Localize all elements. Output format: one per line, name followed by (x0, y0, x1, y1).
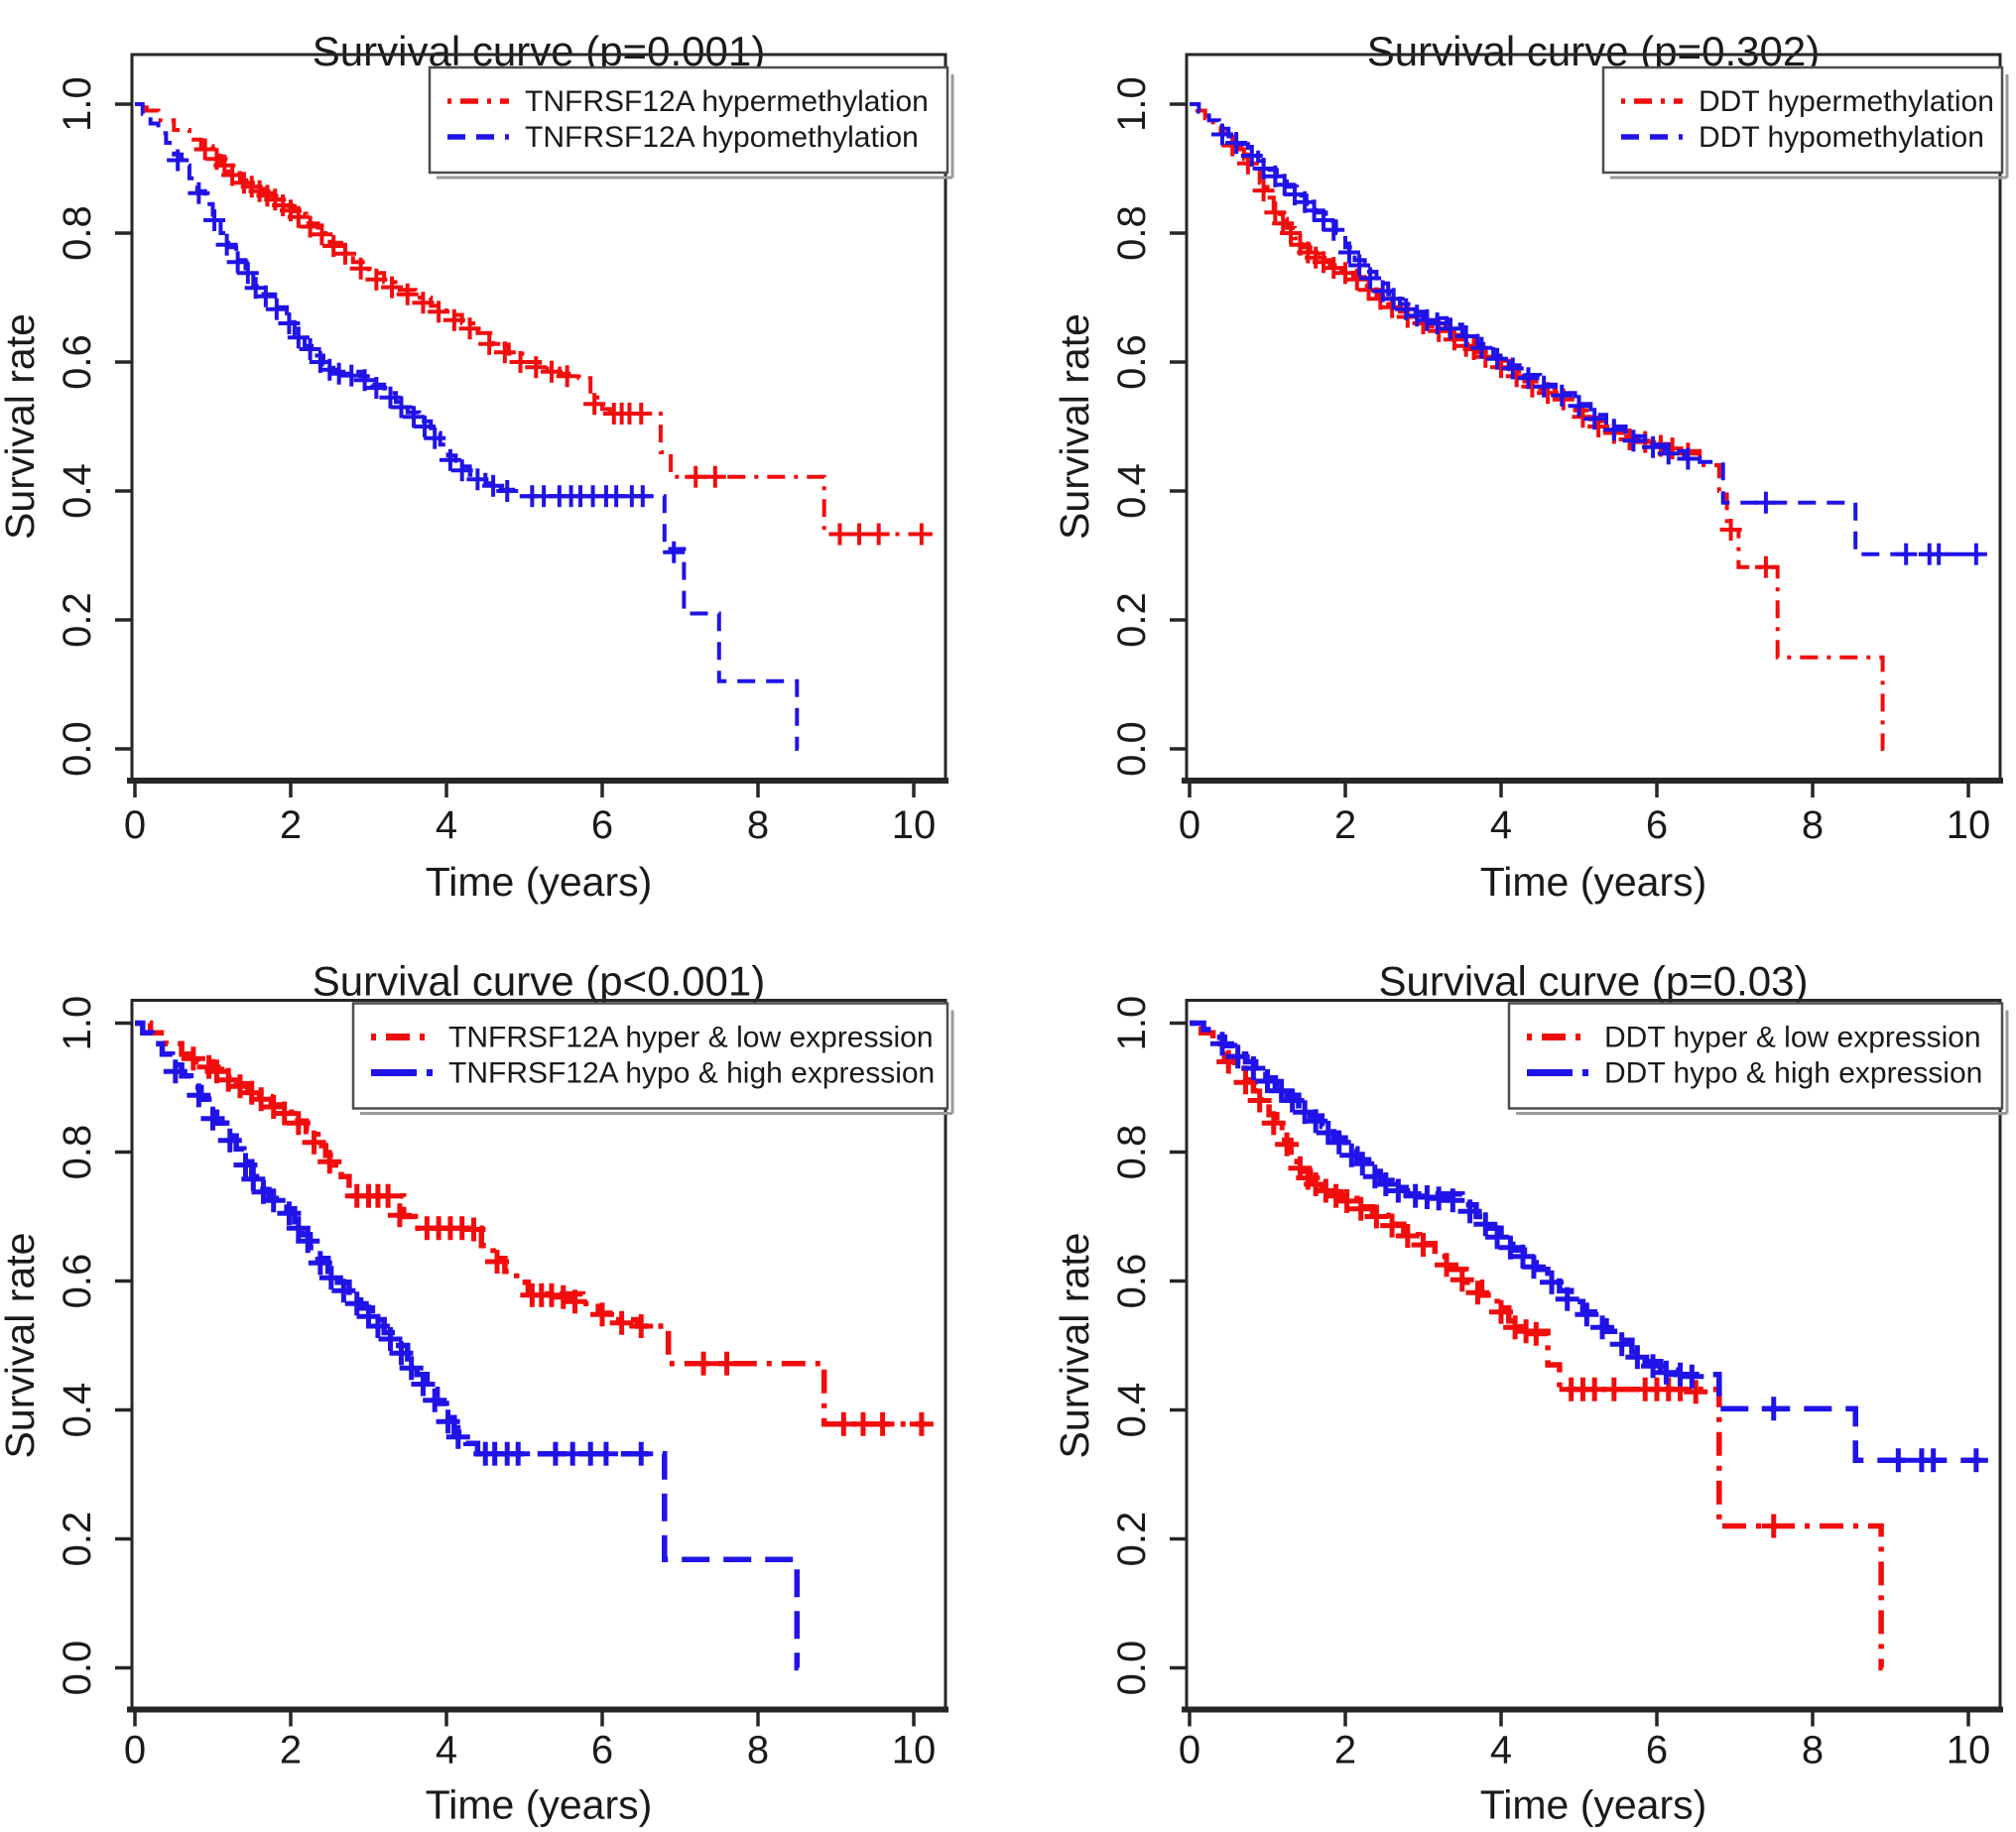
x-tick-label: 2 (280, 1729, 302, 1772)
x-tick-label: 8 (747, 803, 769, 847)
top-left-red-censor-marks (193, 138, 933, 546)
x-axis-label: Time (years) (1480, 1782, 1707, 1828)
y-axis-label: Survival rate (0, 313, 43, 540)
plot-svg-bottom-right: Survival curve (p=0.03) Survival rate Time… (1052, 958, 2009, 1828)
plot-title: Survival curve (p<0.001) (313, 958, 765, 1005)
x-tick-label: 0 (1179, 1729, 1200, 1772)
y-tick-label: 1.0 (1110, 996, 1154, 1051)
plot-title: Survival curve (p=0.03) (1378, 958, 1808, 1005)
y-tick-label: 0.0 (1110, 1641, 1154, 1696)
x-tick-label: 2 (280, 803, 302, 847)
x-tick-label: 8 (1802, 1729, 1824, 1772)
x-tick-label: 6 (591, 1729, 613, 1772)
x-tick-label: 2 (1334, 803, 1356, 847)
y-tick-label: 0.2 (1110, 592, 1154, 648)
top-right-blue-censor-marks (1210, 123, 1987, 565)
y-tick-label: 0.0 (1110, 721, 1154, 777)
legend-label: DDT hypo & high expression (1604, 1057, 1982, 1090)
x-tick-label: 6 (1646, 1729, 1668, 1772)
y-tick-label: 0.8 (1110, 1125, 1154, 1180)
y-tick-label: 0.4 (1110, 1383, 1154, 1438)
y-tick-label: 0.4 (56, 463, 99, 519)
y-axis-label: Survival rate (1052, 313, 1097, 540)
y-tick-label: 0.6 (56, 1254, 99, 1309)
legend-label: TNFRSF12A hypermethylation (525, 85, 929, 118)
survival-plot-top-left: Survival curve (p=0.001) Survival rate Tim… (0, 0, 1008, 916)
x-tick-label: 4 (436, 803, 457, 847)
x-tick-label: 4 (1490, 1729, 1512, 1772)
bottom-right-blue-censor-marks (1209, 1032, 1988, 1473)
y-tick-label: 0.8 (56, 1125, 99, 1180)
y-tick-label: 0.6 (56, 334, 99, 390)
survival-plot-top-right: Survival curve (p=0.302) Survival rate Tim… (1008, 0, 2016, 916)
x-axis-label: Time (years) (1480, 859, 1707, 905)
y-axis-label: Survival rate (0, 1233, 43, 1459)
legend-label: DDT hypomethylation (1699, 121, 1984, 154)
legend-box (351, 1002, 949, 1110)
y-tick-label: 0.8 (1110, 205, 1154, 261)
legend-box (1507, 1002, 2004, 1110)
x-axis-label: Time (years) (426, 859, 653, 905)
bottom-left-blue-curve (135, 1020, 801, 1671)
plot-svg-top-right: Survival curve (p=0.302)Survival rateTim… (1052, 28, 2009, 905)
y-tick-label: 0.2 (56, 1512, 99, 1567)
x-tick-label: 4 (1490, 803, 1512, 847)
x-tick-label: 8 (1802, 803, 1824, 847)
y-tick-label: 0.0 (56, 721, 99, 777)
x-axis-label: Time (years) (426, 1782, 653, 1828)
y-tick-label: 1.0 (56, 76, 99, 132)
x-tick-label: 2 (1334, 1729, 1356, 1772)
legend-label: DDT hypermethylation (1699, 85, 1994, 118)
x-tick-label: 0 (1179, 803, 1200, 847)
y-tick-label: 0.2 (1110, 1512, 1154, 1567)
x-tick-label: 10 (892, 1729, 937, 1772)
x-tick-label: 10 (1947, 1729, 1991, 1772)
legend-label: DDT hyper & low expression (1604, 1022, 1981, 1054)
survival-plot-bottom-left: Survival curve (p<0.001) Survival rate Tim… (0, 916, 1008, 1832)
legend-box (1601, 65, 2004, 175)
legend-label: TNFRSF12A hypo & high expression (448, 1057, 935, 1090)
bottom-right-red-censor-marks (1216, 1049, 1786, 1538)
survival-plot-bottom-right: Survival curve (p=0.03) Survival rate Time… (1008, 916, 2016, 1832)
top-left-blue-curve (135, 102, 800, 751)
y-axis-label: Survival rate (1052, 1233, 1097, 1459)
x-tick-label: 10 (892, 803, 937, 847)
x-tick-label: 10 (1947, 803, 1991, 847)
plot-svg-bottom-left: Survival curve (p<0.001) Survival rate Tim… (0, 958, 954, 1828)
bottom-left-blue-censor-marks (163, 1059, 654, 1466)
plot-svg-top-left: Survival curve (p=0.001)Survival rateTim… (0, 28, 954, 905)
y-tick-label: 0.8 (56, 205, 99, 261)
top-left-blue-censor-marks (167, 149, 686, 563)
y-tick-label: 1.0 (1110, 76, 1154, 132)
y-tick-label: 0.4 (56, 1383, 99, 1438)
legend-label: TNFRSF12A hypomethylation (525, 121, 919, 154)
y-tick-label: 0.2 (56, 592, 99, 648)
y-tick-label: 0.0 (56, 1641, 99, 1696)
x-tick-label: 0 (124, 803, 146, 847)
legend-box (428, 65, 949, 175)
y-tick-label: 0.6 (1110, 334, 1154, 390)
x-tick-label: 4 (436, 1729, 457, 1772)
legend-bottom-left: TNFRSF12A hyper & low expressionTNFRSF12… (351, 1002, 954, 1115)
y-tick-label: 0.6 (1110, 1254, 1154, 1309)
legend-label: TNFRSF12A hyper & low expression (448, 1022, 934, 1054)
x-tick-label: 6 (591, 803, 613, 847)
bottom-left-red-censor-marks (181, 1046, 934, 1436)
y-tick-label: 1.0 (56, 996, 99, 1051)
x-tick-label: 6 (1646, 803, 1668, 847)
x-tick-label: 0 (124, 1729, 146, 1772)
y-tick-label: 0.4 (1110, 463, 1154, 519)
x-tick-label: 8 (747, 1729, 769, 1772)
